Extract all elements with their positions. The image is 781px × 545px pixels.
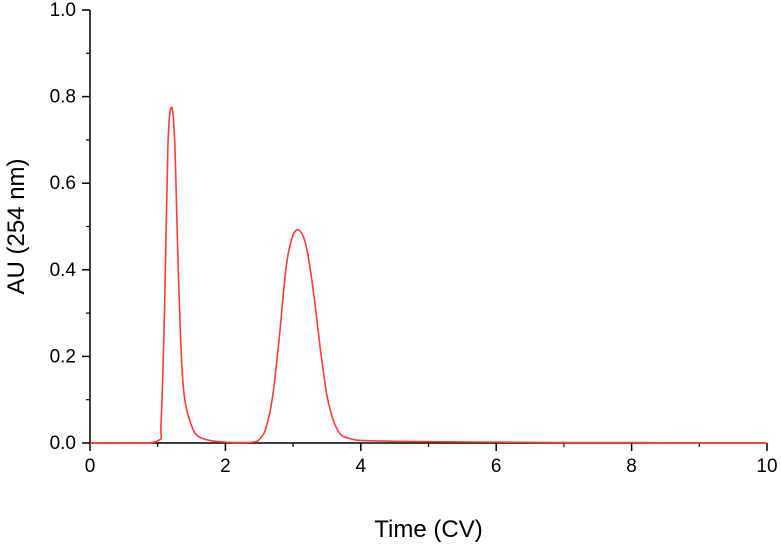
x-tick-label: 6 xyxy=(491,456,502,477)
x-ticks: 0 2 4 6 8 10 xyxy=(85,443,778,477)
axes xyxy=(89,10,767,444)
x-axis-title: Time (CV) xyxy=(374,516,482,543)
y-tick-label: 1.0 xyxy=(50,0,76,21)
series-line-0 xyxy=(89,106,768,444)
y-axis-title: AU (254 nm) xyxy=(3,158,30,294)
x-tick-label: 4 xyxy=(356,456,367,477)
y-tick-label: 0.6 xyxy=(50,173,76,194)
y-tick-label: 0.0 xyxy=(50,433,76,454)
x-tick-label: 0 xyxy=(85,456,96,477)
x-tick-label: 8 xyxy=(626,456,637,477)
y-ticks: 0.0 0.2 0.4 0.6 0.8 1.0 xyxy=(50,0,90,454)
y-tick-label: 0.4 xyxy=(50,260,77,281)
y-tick-label: 0.2 xyxy=(50,346,76,367)
y-tick-label: 0.8 xyxy=(50,87,76,108)
x-tick-label: 2 xyxy=(220,456,231,477)
series-layer xyxy=(89,106,768,444)
x-tick-label: 10 xyxy=(756,456,777,477)
